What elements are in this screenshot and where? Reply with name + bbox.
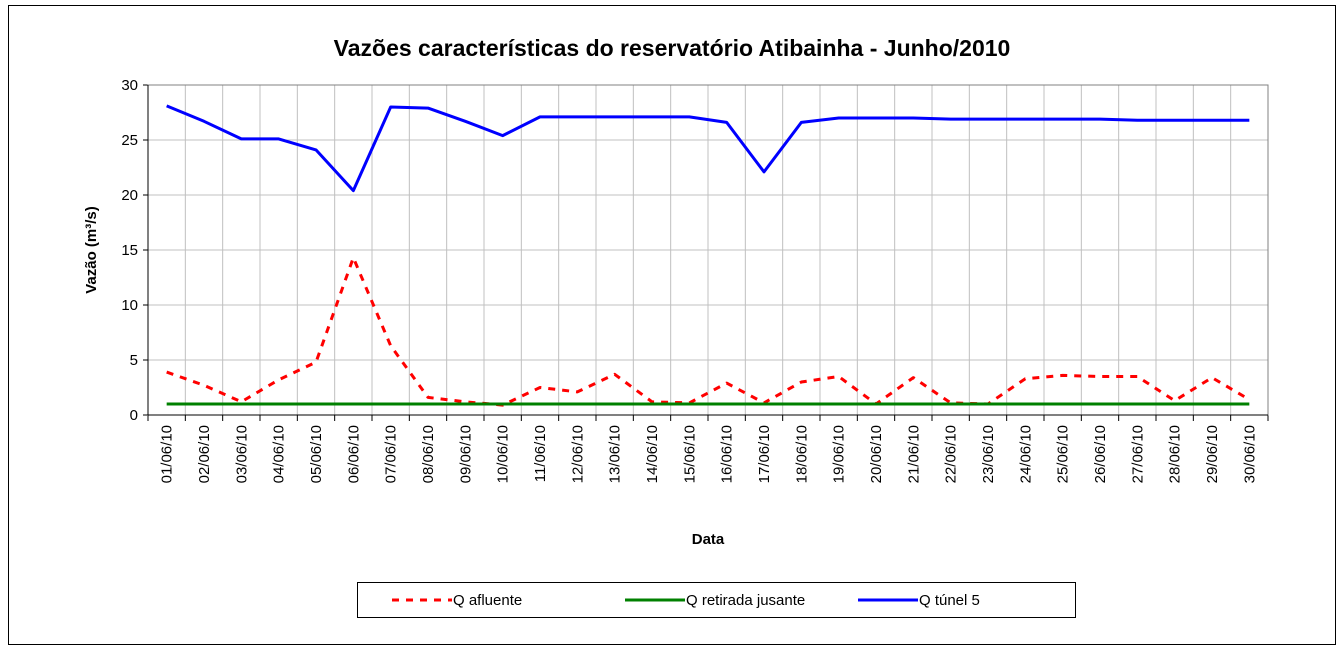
x-tick-label: 25/06/10	[1055, 425, 1072, 483]
x-tick-label: 19/06/10	[831, 425, 848, 483]
x-tick-label: 04/06/10	[271, 425, 288, 483]
x-tick-label: 08/06/10	[420, 425, 437, 483]
x-tick-label: 05/06/10	[308, 425, 325, 483]
series-line	[166, 256, 1251, 407]
x-tick-label: 10/06/10	[495, 425, 512, 483]
x-tick-label: 18/06/10	[793, 425, 810, 483]
chart-title: Vazões características do reservatório A…	[334, 35, 1011, 61]
x-tick-label: 29/06/10	[1204, 425, 1221, 483]
x-tick-label: 28/06/10	[1167, 425, 1184, 483]
x-tick-label: 09/06/10	[457, 425, 474, 483]
x-tick-label: 01/06/10	[159, 425, 176, 483]
x-tick-label: 07/06/10	[383, 425, 400, 483]
x-tick-label: 13/06/10	[607, 425, 624, 483]
legend-box	[357, 582, 1076, 618]
y-axis-title: Vazão (m³/s)	[83, 206, 100, 294]
x-tick-label: 27/06/10	[1129, 425, 1146, 483]
x-tick-label: 21/06/10	[905, 425, 922, 483]
legend-label: Q túnel 5	[919, 592, 980, 609]
y-tick-label: 10	[121, 297, 138, 314]
x-tick-label: 30/06/10	[1241, 425, 1258, 483]
x-tick-label: 20/06/10	[868, 425, 885, 483]
y-tick-label: 0	[130, 407, 138, 424]
y-tick-label: 5	[130, 352, 138, 369]
x-tick-label: 02/06/10	[196, 425, 213, 483]
x-tick-label: 17/06/10	[756, 425, 773, 483]
legend-label: Q retirada jusante	[686, 592, 805, 609]
x-tick-label: 16/06/10	[719, 425, 736, 483]
x-tick-label: 12/06/10	[569, 425, 586, 483]
x-tick-label: 14/06/10	[644, 425, 661, 483]
legend-label: Q afluente	[453, 592, 522, 609]
x-tick-label: 11/06/10	[532, 425, 549, 482]
x-axis-title: Data	[692, 531, 725, 548]
x-tick-label: 24/06/10	[1017, 425, 1034, 483]
x-tick-label: 23/06/10	[980, 425, 997, 483]
y-tick-label: 15	[121, 242, 138, 259]
x-tick-label: 22/06/10	[943, 425, 960, 483]
y-tick-label: 20	[121, 187, 138, 204]
y-tick-label: 30	[121, 77, 138, 94]
x-tick-label: 15/06/10	[681, 425, 698, 483]
x-tick-label: 03/06/10	[233, 425, 250, 483]
x-tick-label: 06/06/10	[345, 425, 362, 483]
x-tick-label: 26/06/10	[1092, 425, 1109, 483]
series-line	[166, 104, 1250, 193]
y-tick-label: 25	[121, 132, 138, 149]
